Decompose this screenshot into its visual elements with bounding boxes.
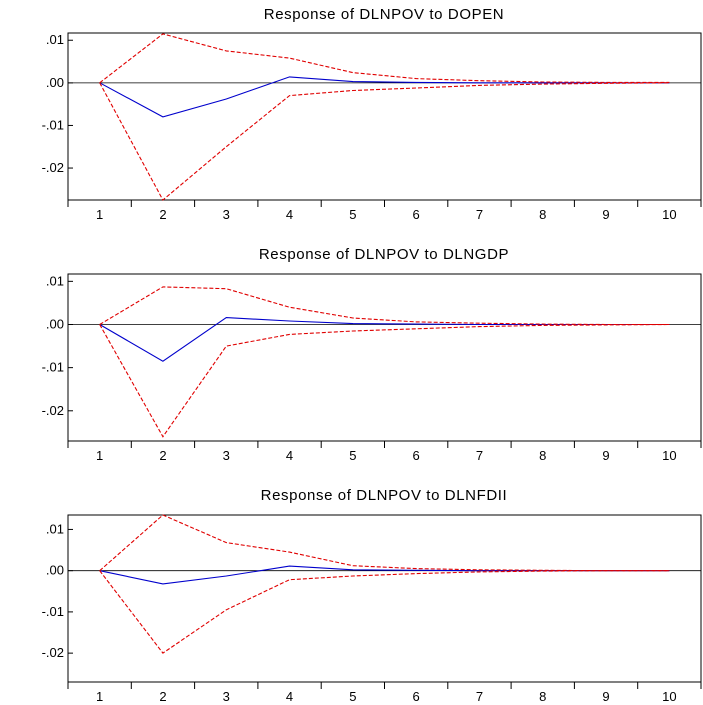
upper-band-line [99,286,670,326]
x-tick-label: 2 [159,207,166,222]
x-tick-label: 9 [602,689,609,704]
x-tick-label: 5 [349,689,356,704]
y-tick-label: -.01 [42,604,64,619]
x-tick-label: 5 [349,448,356,463]
x-tick-label: 3 [223,448,230,463]
x-tick-label: 6 [413,207,420,222]
y-tick-label: .00 [46,563,64,578]
x-tick-label: 2 [159,448,166,463]
lower-band-line [99,82,670,201]
y-tick-label: -.01 [42,360,64,375]
x-tick-label: 10 [662,689,676,704]
x-tick-label: 3 [223,689,230,704]
y-tick-label: .01 [46,521,64,536]
x-tick-label: 8 [539,689,546,704]
x-tick-label: 1 [96,689,103,704]
chart-title: Response of DLNPOV to DLNFDII [261,487,508,504]
x-tick-label: 1 [96,448,103,463]
x-tick-label: 4 [286,448,293,463]
x-tick-label: 1 [96,207,103,222]
y-tick-label: .00 [46,316,64,331]
x-tick-label: 7 [476,689,483,704]
x-tick-label: 2 [159,689,166,704]
x-tick-label: 4 [286,207,293,222]
x-tick-label: 8 [539,448,546,463]
plot-frame [67,273,702,442]
x-tick-label: 7 [476,448,483,463]
y-tick-label: -.02 [42,645,64,660]
chart-title: Response of DLNPOV to DLNGDP [259,246,509,263]
x-tick-label: 6 [413,689,420,704]
y-tick-label: .01 [46,32,64,47]
y-tick-label: -.01 [42,117,64,132]
chart-panel-2: Response of DLNPOV to DLNGDP .01 .00 -.01 -.… [42,246,702,463]
x-tick-label: 10 [662,207,676,222]
x-tick-label: 5 [349,207,356,222]
chart-panel-1: Response of DLNPOV to DOPEN .01 .00 -.01 -.0… [42,6,702,222]
upper-band-line [99,514,670,572]
plot-frame [67,514,702,683]
x-tick-label: 10 [662,448,676,463]
response-line [99,76,670,118]
lower-band-line [99,323,670,438]
x-tick-label: 9 [602,207,609,222]
y-tick-label: .00 [46,75,64,90]
x-tick-label: 3 [223,207,230,222]
chart-panel-3: Response of DLNPOV to DLNFDII .01 .00 -.01 -… [42,487,702,704]
x-tick-label: 6 [413,448,420,463]
x-tick-label: 4 [286,689,293,704]
x-tick-label: 9 [602,448,609,463]
x-tick-label: 8 [539,207,546,222]
chart-title: Response of DLNPOV to DOPEN [264,6,504,23]
upper-band-line [99,33,670,84]
y-tick-label: -.02 [42,403,64,418]
y-tick-label: -.02 [42,160,64,175]
x-tick-label: 7 [476,207,483,222]
y-tick-label: .01 [46,273,64,288]
lower-band-line [99,570,670,654]
